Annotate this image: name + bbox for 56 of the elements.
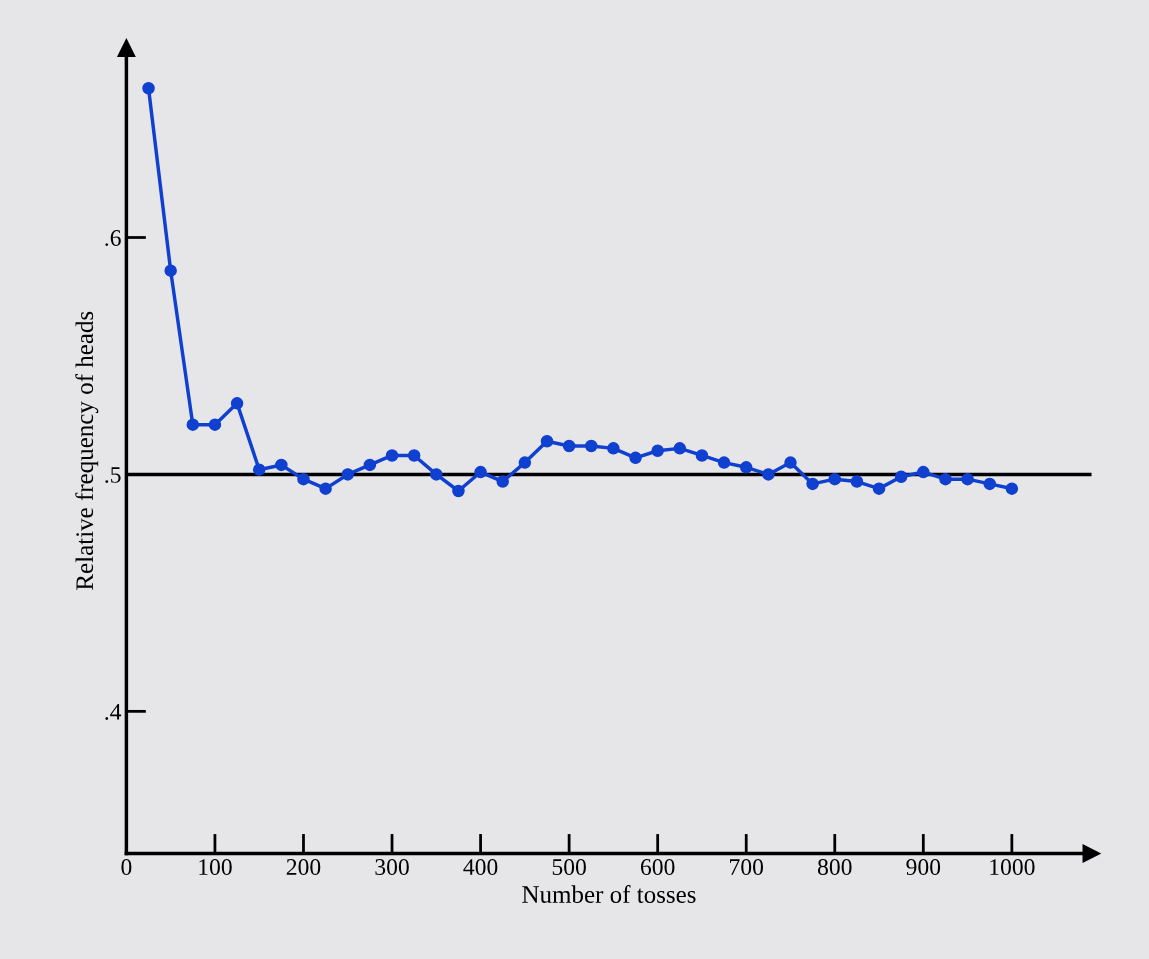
point [275,458,288,472]
x-tick-label: 1000 [990,859,1035,875]
point [363,458,377,472]
point [939,472,952,486]
point [917,465,930,479]
point [341,468,355,481]
x-axis-title: Number of tosses [522,885,696,903]
point [784,456,797,469]
point [407,449,421,462]
point [496,475,509,488]
point [983,477,996,491]
x-tick-label: 800 [817,859,852,875]
x-tick-label: 500 [552,859,586,875]
point [629,451,642,465]
point [739,461,753,474]
point [673,442,687,455]
x-tick-label: 100 [199,859,232,875]
point [319,482,332,495]
point [1005,482,1019,495]
point [164,264,177,277]
point [385,449,399,462]
y-tick-label: .4 [105,704,122,720]
point [961,472,974,486]
point [452,484,465,498]
point [540,435,554,448]
x-tick-label: 300 [375,859,409,875]
point [474,465,487,479]
point [607,442,620,455]
point [806,477,819,491]
point [872,482,886,495]
x-tick-label: 600 [640,859,675,875]
point [186,418,200,431]
x-tick-label: 900 [906,859,941,875]
point [518,456,532,469]
point [297,472,310,486]
point [252,463,266,476]
point [208,418,222,431]
point [651,444,664,457]
point [717,456,731,469]
x-tick-label: 200 [286,859,321,875]
y-axis-title: Relative frequency of heads [75,311,99,590]
point [585,439,598,453]
x-tick-label: 0 [121,859,132,875]
x-tick-label: 400 [463,859,498,875]
point [894,470,908,484]
y-tick-label: .6 [105,230,121,247]
point [230,397,244,410]
point [762,468,775,481]
point [828,472,842,486]
x-tick-label: 700 [730,859,764,875]
point [562,439,576,453]
point [430,468,443,481]
point [142,81,155,95]
point [850,475,864,488]
y-tick-label: .5 [105,467,121,483]
point [695,449,709,462]
